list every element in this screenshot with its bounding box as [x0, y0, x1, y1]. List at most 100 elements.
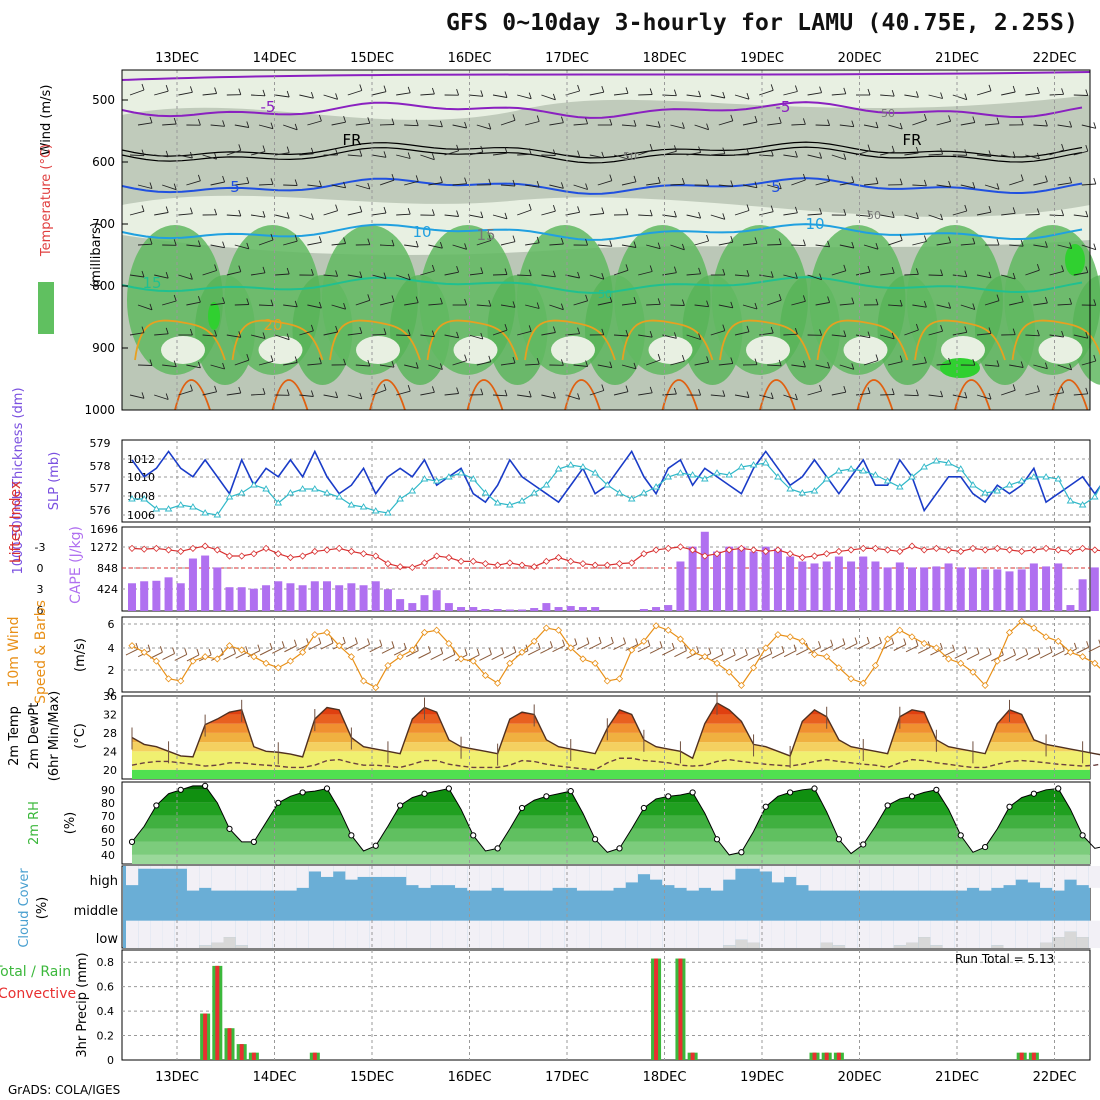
upper-wind-barb [754, 237, 758, 244]
wind-barb [342, 636, 346, 644]
wind-barb [503, 651, 517, 659]
wind-barb [696, 646, 700, 653]
wind-barb [318, 637, 322, 644]
upper-wind-barb [355, 122, 370, 126]
upper-wind-barb [222, 175, 226, 183]
wind-speed-marker [1018, 617, 1026, 625]
lifted-index-marker [311, 547, 319, 556]
cloud-clear-low [223, 920, 236, 938]
upper-wind-barb [396, 92, 411, 96]
wind-barb [476, 648, 480, 656]
thickness-marker [932, 457, 941, 464]
upper-wind-barb [149, 359, 153, 366]
isotherm-25 [466, 379, 504, 411]
thickness-marker [1030, 473, 1038, 480]
upper-wind-barb [609, 174, 613, 181]
wind-speed-marker [920, 639, 928, 648]
lifted-index-marker [664, 544, 672, 552]
wind-speed-marker [896, 626, 904, 634]
upper-wind-barb [275, 152, 290, 156]
isotherm-freezing [121, 146, 1083, 164]
upper-wind-barb [154, 274, 169, 279]
upper-wind-barb [226, 334, 241, 338]
upper-wind-barb [234, 359, 249, 366]
upper-wind-barb [307, 184, 322, 188]
upper-wind-barb [162, 300, 177, 306]
isotherm-25 [759, 379, 796, 411]
wind-speed-marker [725, 668, 733, 676]
upper-wind-barb [928, 394, 943, 398]
upper-wind-barb [988, 84, 992, 91]
upper-wind-barb [839, 181, 854, 186]
wind-speed-marker [189, 657, 197, 665]
lifted-tick-label: 6 [37, 604, 44, 617]
upper-wind-barb [638, 334, 653, 338]
wind-barb [235, 651, 248, 659]
upper-wind-barb [500, 241, 516, 246]
cloud-clear-low [576, 920, 590, 948]
cloud-low-bar [735, 939, 748, 948]
upper-wind-barb [819, 384, 823, 392]
cape-bar [773, 548, 782, 611]
upper-wind-barb [444, 214, 459, 217]
cape-bar [396, 599, 405, 611]
upper-wind-barb [480, 90, 484, 97]
rh-marker [640, 804, 647, 812]
wind-speed-marker [762, 644, 770, 652]
upper-wind-barb [189, 384, 193, 391]
cape-bar [895, 562, 904, 611]
cloud-clear-high [662, 866, 675, 886]
wind-barb [196, 648, 200, 656]
upper-wind-barb [488, 178, 492, 185]
upper-wind-barb [226, 214, 241, 217]
cloud-clear-low [247, 920, 261, 948]
thickness-marker [457, 469, 465, 476]
upper-wind-barb [649, 386, 653, 393]
rh-marker [250, 838, 257, 845]
upper-wind-barb [880, 151, 895, 156]
cloud-clear-low [771, 920, 785, 948]
upper-wind-barb [452, 360, 467, 366]
cape-bar [652, 607, 661, 611]
date-label-bottom: 13DEC [155, 1070, 199, 1085]
upper-wind-barb [367, 117, 371, 124]
upper-wind-barb [1093, 354, 1097, 362]
wind-speed-marker [944, 655, 953, 663]
isotherm-25 [661, 379, 699, 411]
cape-bar [493, 609, 502, 611]
cloud-clear-high [966, 866, 980, 888]
cloud-clear-high [747, 866, 760, 869]
wind-speed-marker [396, 653, 404, 661]
wind-barb [759, 653, 772, 660]
upper-wind-barb [452, 124, 467, 129]
upper-wind-barb [238, 331, 242, 338]
date-label-bottom: 19DEC [740, 1070, 784, 1085]
upper-wind-barb [439, 120, 443, 127]
cape-bar [1029, 563, 1038, 611]
cape-bar [725, 546, 734, 611]
upper-wind-barb [1020, 174, 1024, 181]
isotherm-20 [134, 319, 226, 361]
wind-tick-label: 4 [108, 642, 115, 655]
upper-wind-barb [770, 392, 774, 399]
wind-barb [930, 648, 943, 656]
upper-wind-barb [154, 212, 169, 216]
isotherm-20 [426, 319, 519, 361]
upper-wind-barb [936, 120, 951, 126]
upper-wind-barb [173, 294, 177, 302]
precip-convective-bar [690, 1052, 695, 1060]
upper-wind-barb [210, 364, 225, 370]
upper-wind-barb [359, 327, 363, 334]
cape-bar [542, 603, 551, 611]
upper-wind-barb [734, 274, 750, 277]
upper-wind-barb [923, 114, 927, 121]
rh-moist-core [940, 358, 980, 378]
upper-wind-barb [517, 274, 532, 277]
upper-wind-barb [710, 394, 725, 397]
cloud-clear-high [796, 866, 809, 886]
upper-wind-barb [923, 235, 927, 242]
upper-wind-barb [807, 274, 822, 281]
thickness-marker [701, 475, 709, 482]
upper-wind-barb [754, 358, 758, 365]
wind-barb [674, 650, 687, 658]
